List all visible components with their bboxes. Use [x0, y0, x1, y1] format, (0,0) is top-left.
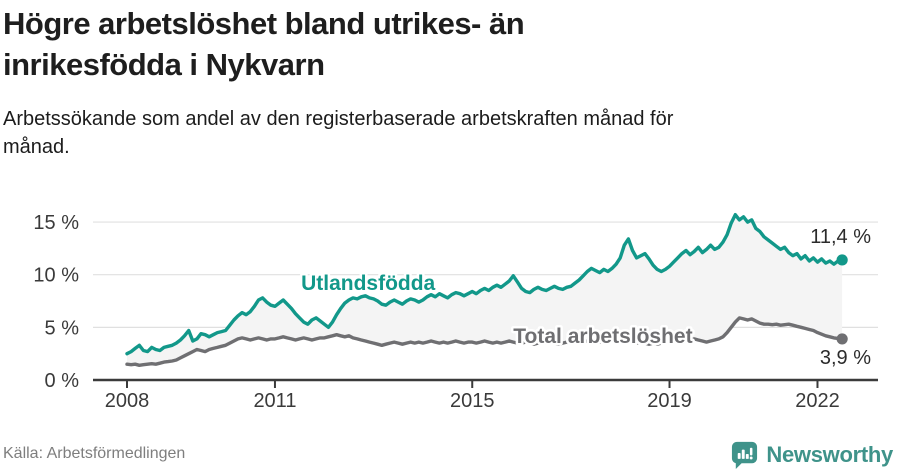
source-note: Källa: Arbetsförmedlingen	[3, 445, 186, 462]
y-axis-tick-label: 5 %	[45, 317, 80, 339]
x-axis-tick-label: 2019	[647, 390, 692, 412]
x-axis-tick-label: 2022	[795, 390, 840, 412]
y-axis-tick-label: 10 %	[33, 265, 79, 287]
chart-subtitle: Arbetssökande som andel av den registerb…	[3, 108, 674, 159]
newsworthy-bar-chart-bubble-icon	[732, 441, 758, 469]
newsworthy-logo: Newsworthy	[730, 440, 893, 469]
series-name-label: Total arbetslöshet	[513, 325, 692, 348]
y-axis-tick-label: 15 %	[33, 212, 79, 234]
series-end-value-label: 11,4 %	[810, 226, 871, 248]
brand-name: Newsworthy	[766, 441, 893, 467]
series-line-total	[125, 316, 844, 368]
x-axis-tick-label: 2011	[253, 390, 296, 412]
chart-title: Högre arbetslöshet bland utrikes- än inr…	[3, 6, 525, 82]
series-end-dot	[836, 254, 848, 266]
series-end-value-label: 3,9 %	[820, 347, 871, 369]
x-axis-tick-label: 2008	[105, 390, 150, 412]
series-name-label: Utlandsfödda	[301, 272, 435, 295]
y-axis-tick-label: 0 %	[45, 370, 80, 392]
x-axis-tick-label: 2015	[450, 390, 495, 412]
series-end-dot	[836, 333, 848, 345]
unemployment-line-chart: 0 % 5 % 10 % 15 % 2008 2011 2015 2019 2022 11,4 %…	[33, 212, 878, 412]
series-line-utlandsfodda	[125, 213, 844, 356]
